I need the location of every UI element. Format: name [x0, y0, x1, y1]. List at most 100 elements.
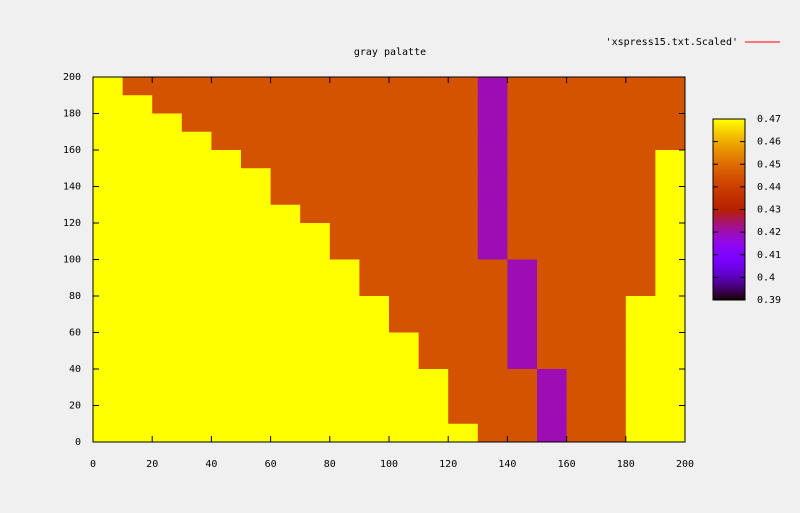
heatmap-cell: [211, 423, 242, 443]
colorbar-step: [713, 180, 745, 183]
y-tick-label: 100: [63, 255, 81, 266]
heatmap-cell: [596, 131, 627, 151]
colorbar-tick-label: 0.41: [757, 250, 781, 261]
heatmap: [93, 77, 686, 443]
heatmap-cell: [270, 204, 301, 224]
heatmap-cell: [93, 350, 124, 370]
x-tick-label: 140: [498, 459, 516, 470]
heatmap-cell: [241, 259, 272, 279]
colorbar-step: [713, 171, 745, 174]
heatmap-cell: [211, 259, 242, 279]
colorbar-step: [713, 216, 745, 220]
heatmap-cell: [152, 350, 183, 370]
colorbar-tick-label: 0.47: [757, 114, 781, 125]
heatmap-cell: [448, 405, 479, 425]
heatmap-cell: [270, 168, 301, 187]
heatmap-cell: [389, 387, 420, 406]
heatmap-cell: [152, 259, 183, 279]
heatmap-cell: [211, 369, 242, 388]
heatmap-cell: [537, 350, 568, 370]
heatmap-cell: [448, 77, 479, 96]
heatmap-cell: [625, 77, 656, 96]
heatmap-cell: [477, 204, 508, 224]
heatmap-cell: [448, 113, 479, 133]
heatmap-cell: [566, 223, 597, 242]
colorbar-step: [713, 257, 745, 260]
heatmap-cell: [537, 204, 568, 224]
heatmap-cell: [211, 387, 242, 406]
heatmap-cell: [625, 277, 656, 297]
heatmap-cell: [300, 332, 331, 352]
heatmap-cell: [418, 223, 449, 242]
heatmap-cell: [389, 241, 420, 260]
heatmap-cell: [359, 332, 390, 352]
heatmap-cell: [122, 423, 153, 443]
heatmap-cell: [122, 168, 153, 187]
heatmap-cell: [211, 186, 242, 206]
heatmap-cell: [596, 369, 627, 388]
heatmap-cell: [300, 369, 331, 388]
colorbar-step: [713, 204, 745, 208]
colorbar-step: [713, 225, 745, 229]
heatmap-cell: [418, 150, 449, 169]
colorbar-tick-label: 0.43: [757, 205, 781, 216]
heatmap-cell: [566, 150, 597, 169]
colorbar-step: [713, 295, 745, 299]
heatmap-cell: [211, 405, 242, 425]
colorbar-step: [713, 252, 745, 256]
heatmap-cell: [655, 314, 686, 333]
colorbar-step: [713, 202, 745, 206]
heatmap-cell: [241, 186, 272, 206]
colorbar-tick-label: 0.4: [757, 272, 775, 283]
heatmap-cell: [181, 131, 212, 151]
heatmap-cell: [477, 223, 508, 242]
heatmap-cell: [655, 168, 686, 187]
x-tick-label: 80: [324, 459, 336, 470]
heatmap-cell: [418, 369, 449, 388]
heatmap-cell: [241, 405, 272, 425]
heatmap-cell: [270, 423, 301, 443]
heatmap-cell: [596, 350, 627, 370]
heatmap-cell: [211, 332, 242, 352]
y-tick-label: 60: [69, 328, 81, 339]
colorbar-step: [713, 254, 745, 258]
heatmap-cell: [181, 223, 212, 242]
heatmap-cell: [477, 350, 508, 370]
heatmap-cell: [181, 95, 212, 114]
heatmap-cell: [359, 296, 390, 315]
heatmap-cell: [596, 186, 627, 206]
heatmap-cell: [359, 405, 390, 425]
heatmap-cell: [448, 259, 479, 279]
heatmap-cell: [181, 369, 212, 388]
colorbar-tick-label: 0.42: [757, 227, 781, 238]
heatmap-cell: [152, 186, 183, 206]
heatmap-cell: [241, 131, 272, 151]
colorbar-step: [713, 218, 745, 222]
heatmap-cell: [389, 204, 420, 224]
heatmap-cell: [270, 332, 301, 352]
colorbar-step: [713, 241, 745, 244]
heatmap-cell: [477, 296, 508, 315]
heatmap-cell: [507, 369, 538, 388]
heatmap-cell: [448, 350, 479, 370]
y-tick-label: 40: [69, 364, 81, 375]
heatmap-cell: [625, 168, 656, 187]
heatmap-cell: [270, 350, 301, 370]
heatmap-cell: [181, 77, 212, 96]
heatmap-cell: [270, 150, 301, 169]
heatmap-cell: [152, 423, 183, 443]
colorbar-step: [713, 229, 745, 233]
heatmap-cell: [507, 277, 538, 297]
heatmap-cell: [93, 241, 124, 260]
y-tick-label: 0: [75, 437, 81, 448]
heatmap-cell: [122, 113, 153, 133]
heatmap-cell: [181, 423, 212, 443]
colorbar-step: [713, 121, 745, 125]
heatmap-cell: [359, 350, 390, 370]
heatmap-cell: [418, 241, 449, 260]
heatmap-cell: [596, 95, 627, 114]
heatmap-cell: [93, 204, 124, 224]
heatmap-cell: [152, 204, 183, 224]
colorbar-step: [713, 200, 745, 204]
